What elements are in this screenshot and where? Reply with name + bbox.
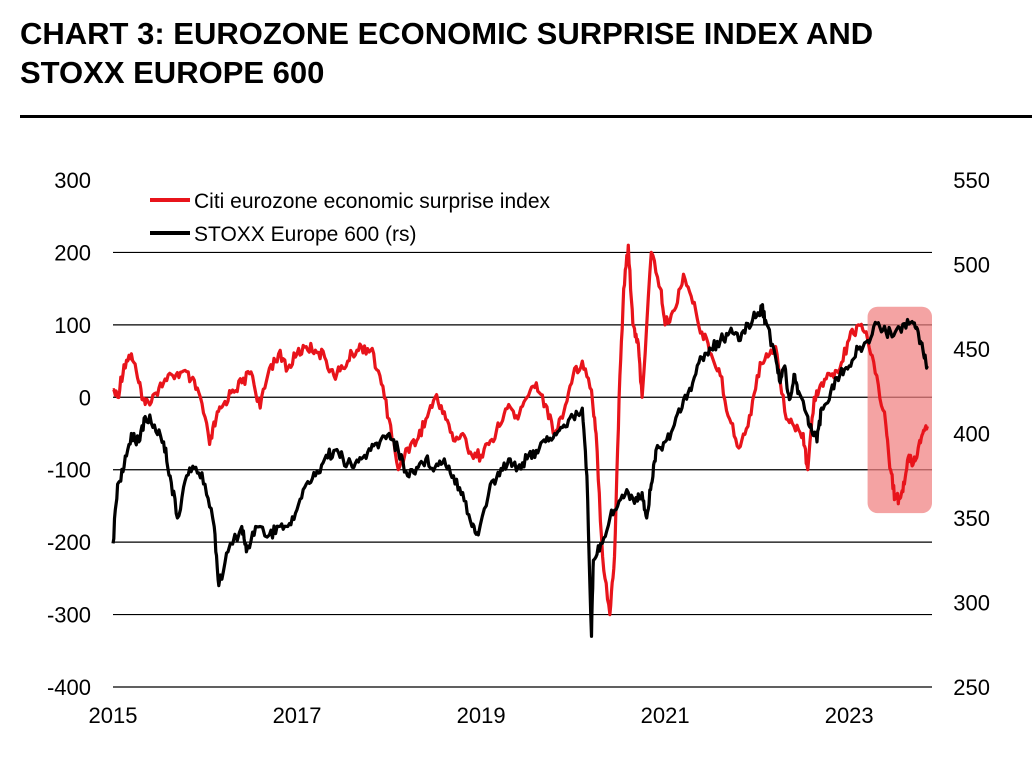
highlight-region [867,306,932,514]
axes: 300 200 100 0 -100 -200 -300 -400 550 500 450 400 35… [47,168,990,728]
left-y-tick-label: -300 [47,603,91,628]
x-tick-label: 2015 [89,703,138,728]
right-y-tick-label: 400 [953,422,990,447]
stoxx-600-line [111,303,929,638]
surprise-index-line [112,243,929,617]
x-tick-label: 2017 [273,703,322,728]
right-y-tick-label: 350 [953,506,990,531]
left-y-tick-label: 300 [54,168,91,193]
right-y-tick-label: 550 [953,168,990,193]
right-y-tick-label: 500 [953,253,990,278]
left-y-tick-label: 200 [54,240,91,265]
legend-label-stoxx: STOXX Europe 600 (rs) [194,223,417,246]
left-y-tick-label: 100 [54,313,91,338]
grid-lines [113,251,932,616]
right-y-tick-label: 300 [953,591,990,616]
x-tick-label: 2019 [457,703,506,728]
left-y-tick-label: 0 [79,385,91,410]
chart-title-line-1: CHART 3: EUROZONE ECONOMIC SURPRISE INDE… [20,16,874,51]
left-y-tick-label: -100 [47,458,91,483]
legend-label-surprise: Citi eurozone economic surprise index [194,190,551,213]
x-tick-label: 2021 [641,703,690,728]
series-lines [111,243,929,638]
x-tick-label: 2023 [825,703,874,728]
left-y-tick-label: -400 [47,675,91,700]
title-divider [20,115,1032,118]
chart-title: CHART 3: EUROZONE ECONOMIC SURPRISE INDE… [20,14,873,92]
highlight-box [867,306,932,514]
right-y-tick-label: 250 [953,675,990,700]
chart-title-line-2: STOXX EUROPE 600 [20,55,325,90]
left-y-tick-label: -200 [47,530,91,555]
legend: Citi eurozone economic surprise index STO… [150,190,551,246]
right-y-tick-label: 450 [953,337,990,362]
